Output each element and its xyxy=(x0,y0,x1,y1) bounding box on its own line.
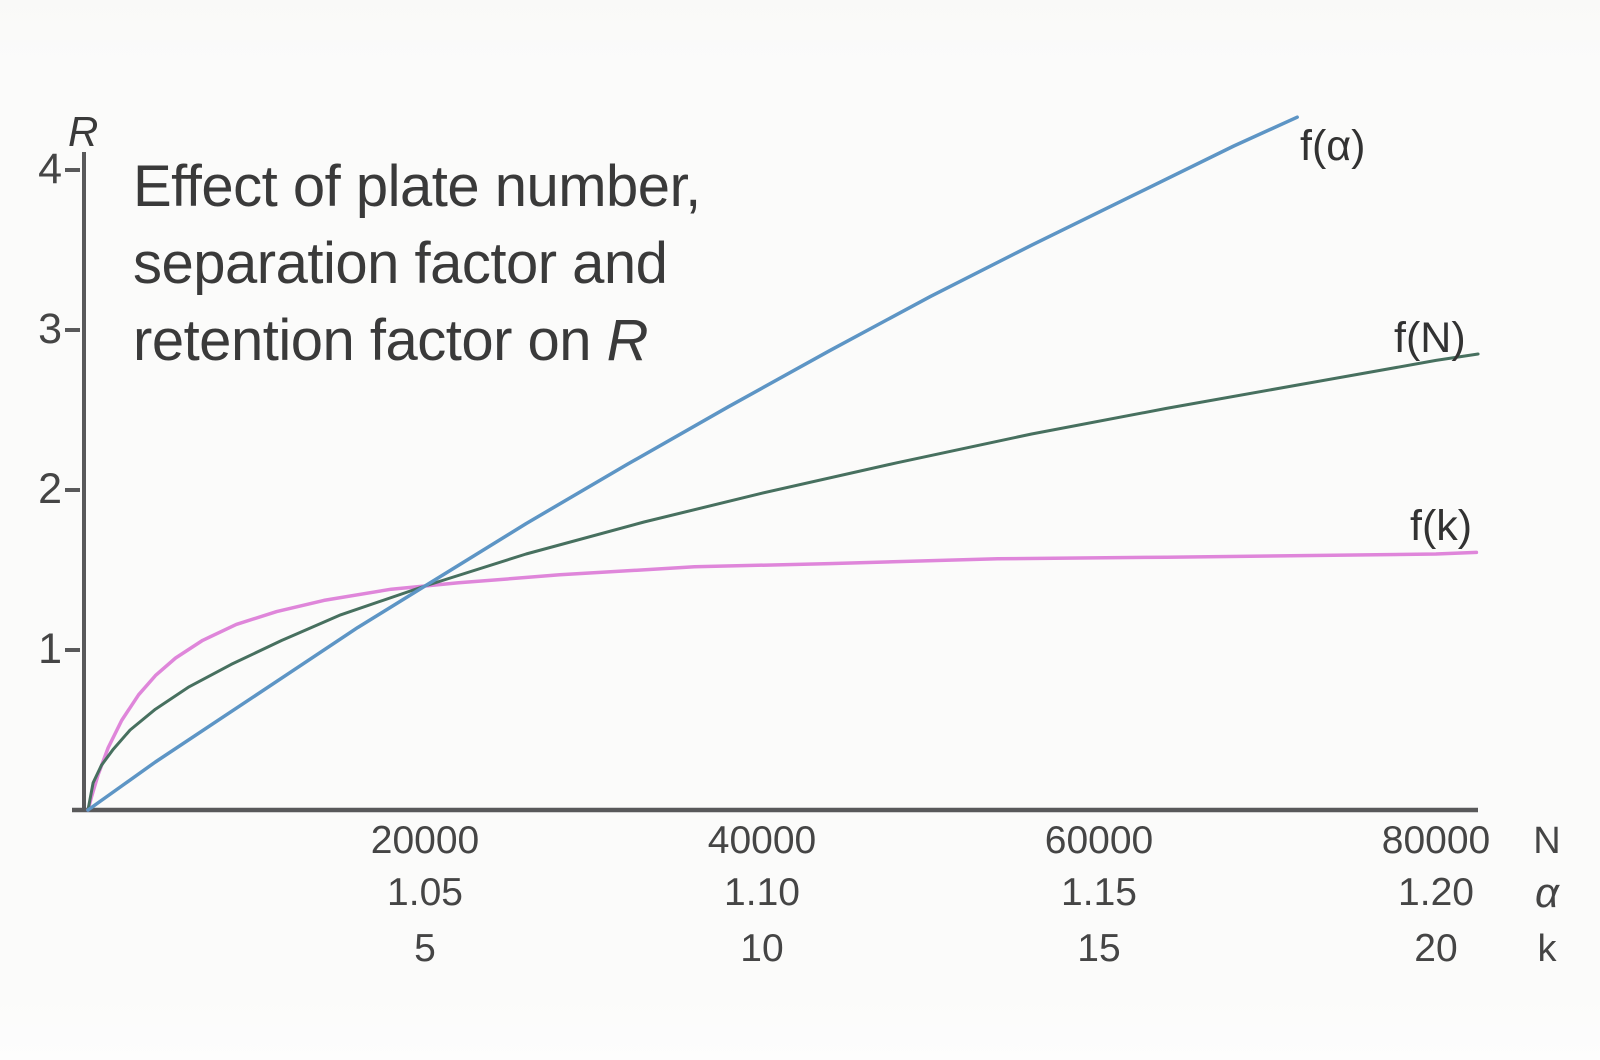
y-tick-label-1: 1 xyxy=(38,625,62,673)
curve-label-f-k: f(k) xyxy=(1410,502,1473,550)
x-tick-alpha-1.15: 1.15 xyxy=(1061,871,1137,914)
y-tick-label-2: 2 xyxy=(38,465,62,513)
y-tick-label-4: 4 xyxy=(38,145,62,193)
x-axis-unit-N: N xyxy=(1533,820,1561,862)
x-axis-unit-k: k xyxy=(1537,928,1557,970)
x-tick-k-10: 10 xyxy=(740,927,784,970)
x-tick-k-20: 20 xyxy=(1414,927,1458,970)
curve-label-f-N: f(N) xyxy=(1394,314,1466,362)
title-line-1: Effect of plate number, xyxy=(133,154,701,219)
title-italic-R: R xyxy=(606,308,649,373)
y-tick-label-3: 3 xyxy=(38,305,62,353)
x-axis-unit-alpha: α xyxy=(1535,869,1559,916)
curve-label-f-alpha: f(α) xyxy=(1300,122,1366,170)
x-tick-N-80000: 80000 xyxy=(1381,819,1491,862)
x-tick-alpha-1.10: 1.10 xyxy=(724,871,800,914)
curve-f-alpha xyxy=(86,115,1299,812)
chart-title: Effect of plate number, separation facto… xyxy=(133,148,701,379)
curve-f-N xyxy=(86,352,1480,812)
x-tick-N-20000: 20000 xyxy=(370,819,480,862)
x-tick-k-5: 5 xyxy=(414,927,436,970)
x-tick-alpha-1.05: 1.05 xyxy=(387,871,463,914)
curve-f-k xyxy=(86,550,1479,812)
x-tick-k-15: 15 xyxy=(1077,927,1121,970)
x-tick-N-60000: 60000 xyxy=(1044,819,1154,862)
y-axis-title: R xyxy=(68,108,99,155)
x-tick-alpha-1.20: 1.20 xyxy=(1398,871,1474,914)
title-line-2: separation factor and xyxy=(133,231,668,296)
x-tick-N-40000: 40000 xyxy=(707,819,817,862)
title-line-3: retention factor on R xyxy=(133,308,649,373)
